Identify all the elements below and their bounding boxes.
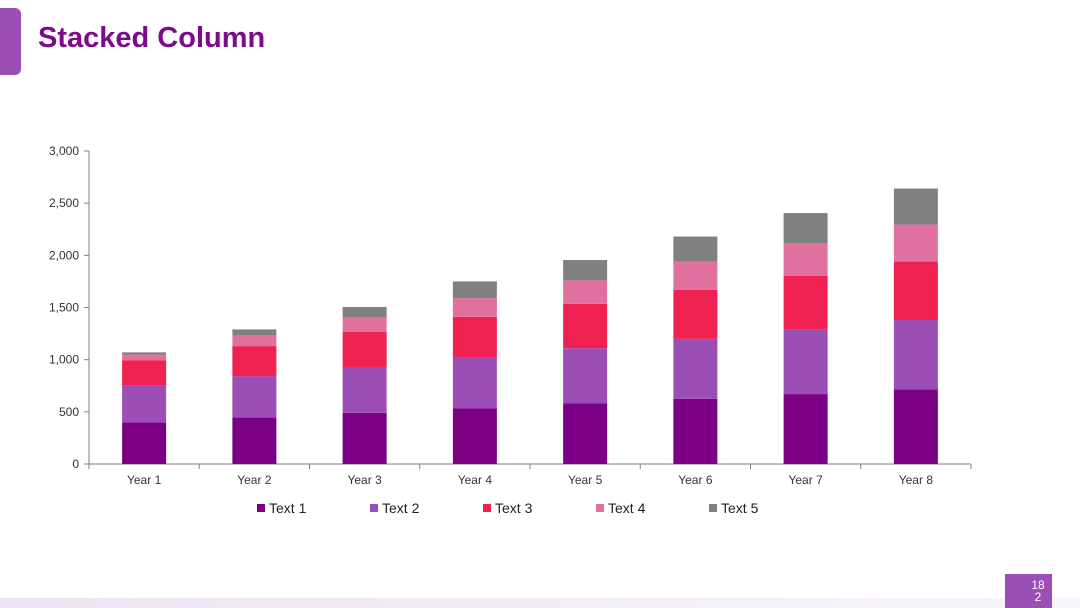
bar-segment — [342, 332, 387, 367]
bar-segment — [783, 394, 828, 464]
bar-segment — [342, 412, 387, 464]
legend-label: Text 1 — [269, 500, 307, 516]
bar-segment — [673, 261, 718, 290]
bar-segment — [893, 261, 938, 321]
legend-label: Text 2 — [382, 500, 420, 516]
page-title: Stacked Column — [38, 22, 266, 54]
x-tick-label: Year 4 — [458, 473, 493, 487]
bar-segment — [452, 281, 497, 299]
stacked-column-chart: 0 500 1,000 1,500 2,000 2,500 3,000 Year 1 Year … — [49, 144, 972, 516]
bar-segment — [673, 236, 718, 262]
bar-segment — [673, 338, 718, 399]
bar-segment — [232, 329, 277, 336]
bar-segment — [122, 360, 167, 386]
y-tick-label: 0 — [72, 457, 79, 471]
bar-segment — [783, 213, 828, 244]
y-tick-label: 2,500 — [49, 196, 79, 210]
x-tick-label: Year 5 — [568, 473, 603, 487]
y-tick-label: 500 — [59, 405, 79, 419]
bar-segment — [452, 357, 497, 409]
legend-label: Text 4 — [608, 500, 646, 516]
bar-segment — [342, 366, 387, 413]
x-tick-label: Year 1 — [127, 473, 162, 487]
x-tick-label: Year 2 — [237, 473, 272, 487]
y-tick-label: 2,000 — [49, 248, 79, 262]
bar-segment — [563, 348, 608, 404]
bar-segment — [122, 422, 167, 464]
legend-swatch — [257, 504, 265, 512]
bar-segment — [122, 354, 167, 361]
bar-segment — [232, 376, 277, 418]
bar-segment — [232, 346, 277, 377]
bar-segment — [563, 403, 608, 464]
bar-segment — [563, 280, 608, 304]
bar-segment — [122, 385, 167, 423]
bar-segment — [452, 298, 497, 317]
bar-segment — [893, 188, 938, 225]
legend-swatch — [483, 504, 491, 512]
legend-swatch — [370, 504, 378, 512]
bar-segment — [673, 398, 718, 464]
legend-swatch — [709, 504, 717, 512]
bar-segment — [783, 329, 828, 395]
page-number-text: 182 — [1031, 578, 1045, 604]
bar-segment — [232, 335, 277, 347]
x-tick-label: Year 8 — [899, 473, 934, 487]
bar-segment — [893, 389, 938, 464]
bar-segment — [673, 289, 718, 339]
bar-segment — [232, 417, 277, 464]
y-tick-label: 1,500 — [49, 301, 79, 315]
page-number: 182 — [1005, 574, 1052, 608]
y-tick-label: 3,000 — [49, 144, 79, 158]
title-accent-tab — [0, 8, 21, 75]
bar-segment — [122, 352, 167, 355]
x-tick-label: Year 6 — [678, 473, 713, 487]
bar-segment — [563, 260, 608, 281]
bar-segment — [452, 408, 497, 464]
bar-segment — [893, 224, 938, 262]
bar-segment — [342, 306, 387, 318]
x-tick-label: Year 3 — [347, 473, 382, 487]
legend-swatch — [596, 504, 604, 512]
bar-segment — [563, 303, 608, 349]
bar-segment — [783, 243, 828, 276]
bar-segment — [783, 275, 828, 330]
bar-segment — [893, 320, 938, 390]
y-tick-label: 1,000 — [49, 353, 79, 367]
bar-segment — [342, 317, 387, 333]
x-tick-label: Year 7 — [788, 473, 823, 487]
footer-band — [0, 598, 1080, 608]
legend-label: Text 3 — [495, 500, 533, 516]
legend-label: Text 5 — [721, 500, 759, 516]
bar-segment — [452, 316, 497, 358]
